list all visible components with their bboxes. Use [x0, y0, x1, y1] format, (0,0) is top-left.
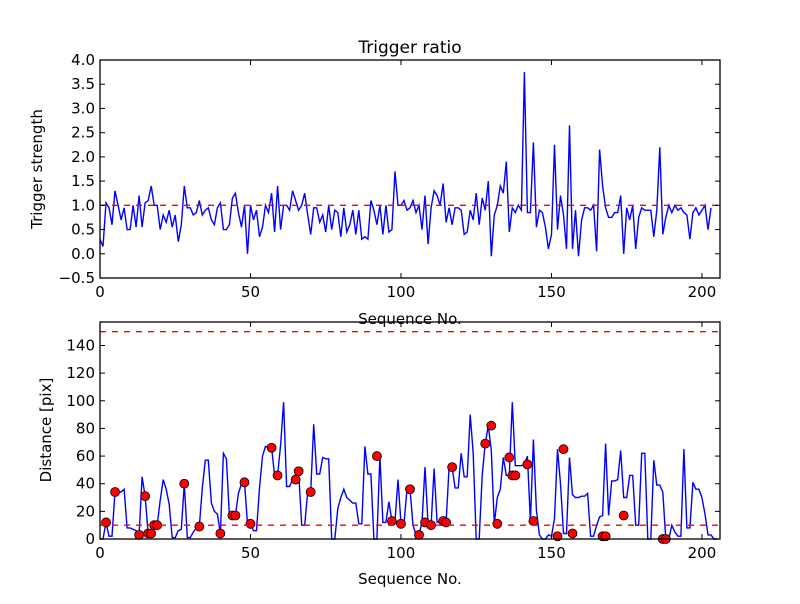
- top-x-tick-label: 100: [387, 283, 416, 301]
- top-y-axis-label: Trigger strength: [28, 109, 46, 230]
- bottom-marker-point: [504, 452, 515, 463]
- bottom-marker-point: [272, 470, 283, 481]
- bottom-marker-point: [405, 484, 415, 495]
- bottom-marker-point: [492, 518, 503, 529]
- bottom-y-tick-label: 0: [85, 530, 95, 548]
- bottom-x-tick-label: 200: [688, 544, 717, 562]
- top-x-tick-label: 200: [688, 283, 717, 301]
- bottom-marker-point: [567, 528, 578, 539]
- top-axes: 0 50 100 150 200 −0.5 0.0 0.5 1.0 1.5 2.0 2.5 3.0 3.5…: [59, 51, 721, 301]
- top-x-tick-label: 50: [241, 283, 260, 301]
- top-x-tick-label: 0: [95, 283, 105, 301]
- bottom-x-tick-label: 0: [95, 544, 105, 562]
- bottom-marker-point: [414, 529, 424, 540]
- bottom-y-tick-label: 140: [66, 336, 95, 354]
- top-y-tick-label: 1.0: [71, 196, 95, 214]
- top-y-tick-label: 0.5: [71, 221, 95, 239]
- bottom-marker-point: [447, 462, 458, 473]
- bottom-marker-point: [179, 478, 190, 489]
- top-x-tick-label: 150: [537, 283, 566, 301]
- bottom-marker-point: [110, 487, 120, 497]
- bottom-marker-point: [134, 529, 145, 540]
- bottom-axes-frame: [99, 321, 721, 540]
- bottom-marker-point: [146, 528, 157, 539]
- bottom-marker-point: [194, 521, 205, 532]
- bottom-marker-point: [558, 444, 569, 455]
- bottom-marker-point: [396, 518, 406, 529]
- top-y-tick-label: 1.5: [71, 172, 95, 190]
- bottom-marker-point: [215, 528, 226, 539]
- bottom-marker-point: [528, 516, 539, 526]
- top-chart-title: Trigger ratio: [357, 38, 461, 58]
- bottom-marker-point: [305, 487, 316, 497]
- top-y-tick-label: 3.5: [71, 75, 95, 93]
- top-y-tick-label: 4.0: [71, 51, 95, 69]
- bottom-marker-point: [239, 477, 250, 488]
- bottom-marker-point: [140, 491, 151, 502]
- top-y-tick-label: 2.0: [71, 148, 95, 166]
- bottom-marker-point: [480, 438, 491, 449]
- bottom-x-tick-label: 100: [387, 544, 416, 562]
- top-axes-frame: [99, 59, 721, 279]
- bottom-marker-point: [522, 459, 533, 470]
- bottom-y-tick-label: 100: [66, 392, 95, 410]
- bottom-y-axis-label: Distance [pix]: [37, 378, 55, 483]
- bottom-marker-point: [245, 518, 256, 529]
- top-y-tick-label: 3.0: [71, 99, 95, 117]
- bottom-marker-point: [371, 451, 382, 461]
- bottom-x-tick-label: 50: [241, 544, 260, 562]
- bottom-marker-point: [618, 510, 629, 521]
- bottom-y-tick-label: 20: [76, 502, 95, 520]
- bottom-y-tick-label: 80: [76, 419, 95, 437]
- bottom-marker-point: [486, 420, 497, 431]
- bottom-marker-point: [387, 516, 397, 526]
- bottom-marker-point: [510, 470, 521, 481]
- top-y-tick-label: 2.5: [71, 124, 95, 142]
- top-series-line: [99, 72, 712, 257]
- bottom-x-tick-label: 150: [537, 544, 566, 562]
- bottom-x-axis-label: Sequence No.: [358, 570, 462, 588]
- bottom-marker-point: [230, 510, 241, 521]
- bottom-y-tick-label: 40: [76, 475, 95, 493]
- top-y-tick-label: −0.5: [59, 269, 95, 287]
- top-x-axis-label: Sequence No.: [358, 310, 462, 328]
- bottom-axes: 0 50 100 150 200 0 20 40 60 80 100 120 140: [66, 321, 721, 562]
- top-y-tick-label: 0.0: [71, 245, 95, 263]
- bottom-y-tick-label: 120: [66, 364, 95, 382]
- bottom-marker-point: [293, 466, 304, 477]
- bottom-marker-point: [266, 442, 277, 453]
- bottom-y-tick-label: 60: [76, 447, 95, 465]
- bottom-marker-point: [290, 474, 301, 485]
